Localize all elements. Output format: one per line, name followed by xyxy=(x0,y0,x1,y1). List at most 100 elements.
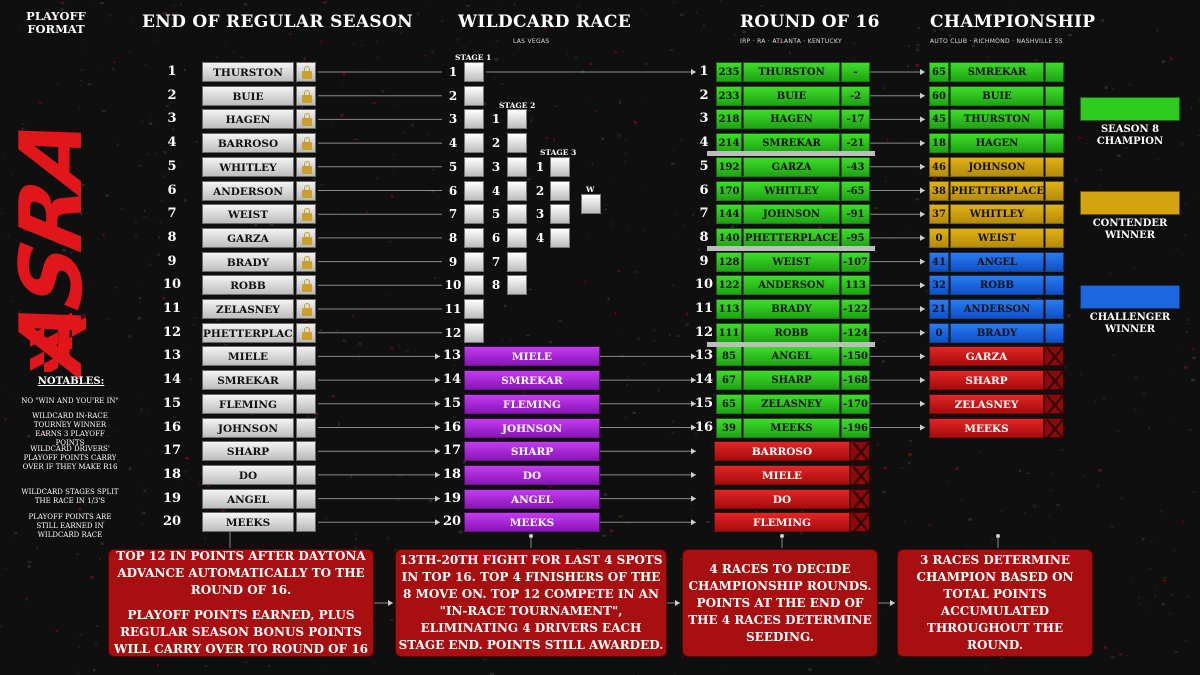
connector-round16-eliminated-arrow-icon xyxy=(920,353,925,360)
championship-points: 65 xyxy=(929,62,949,82)
stage2-slot xyxy=(507,109,527,130)
championship-driver-name: ROBB xyxy=(950,275,1044,296)
stage2-position: 5 xyxy=(491,207,501,222)
regular-position: 13 xyxy=(162,348,182,364)
connector-round16-championship-arrow-icon xyxy=(920,187,925,194)
championship-result-box xyxy=(1045,109,1064,130)
championship-result-box xyxy=(1045,322,1064,343)
round16-driver-name: HAGEN xyxy=(743,109,840,130)
round16-position: 1 xyxy=(699,64,709,79)
stage3-slot xyxy=(550,227,570,248)
stage3-position: 2 xyxy=(535,183,545,198)
round16-position: 15 xyxy=(694,395,714,411)
regular-driver-name: BARROSO xyxy=(202,133,294,154)
legend-label-line-2: WINNER xyxy=(1104,230,1156,241)
stage1-slot xyxy=(464,299,484,319)
legend-label-line-2: WINNER xyxy=(1104,324,1156,335)
championship-points: 45 xyxy=(929,109,949,130)
championship-points: 0 xyxy=(929,322,949,343)
round16-points: 233 xyxy=(716,85,742,106)
stage2-slot xyxy=(507,227,527,248)
lock-icon xyxy=(302,255,312,269)
regular-lock-box xyxy=(296,204,316,225)
stage2-slot xyxy=(507,156,527,177)
round16-eliminated-driver: DO xyxy=(714,488,850,509)
connector-round16-championship-arrow-icon xyxy=(920,140,925,147)
winner-label: W xyxy=(586,185,595,194)
legend-label: CONTENDER WINNER xyxy=(1070,218,1190,242)
round16-position: 10 xyxy=(694,277,714,293)
regular-empty-box xyxy=(296,346,316,367)
round16-gap: -150 xyxy=(841,346,870,367)
connector-round16-championship-arrow-icon xyxy=(920,329,925,336)
regular-position: 15 xyxy=(162,395,182,411)
round16-gap: -168 xyxy=(841,370,870,391)
header-wildcard: WILDCARD RACE xyxy=(458,12,631,32)
round16-driver-name: SHARP xyxy=(743,370,840,391)
regular-driver-name: SHARP xyxy=(202,441,294,462)
connector-round16-championship-arrow-icon xyxy=(920,258,925,265)
round16-points: 170 xyxy=(716,180,742,201)
wildcard-field-driver: SHARP xyxy=(464,441,600,462)
lock-icon xyxy=(302,184,312,198)
regular-lock-box xyxy=(296,133,316,154)
connector-field-round16-arrow-icon xyxy=(691,400,696,407)
round16-driver-name: WEIST xyxy=(743,251,840,272)
wildcard-field-driver: JOHNSON xyxy=(464,417,600,438)
connector-regular-field-arrow-icon xyxy=(435,424,440,431)
stage1-position: 3 xyxy=(448,112,458,127)
championship-result-box xyxy=(1045,85,1064,106)
lock-icon xyxy=(302,326,312,340)
wildcard-field-driver: MEEKS xyxy=(464,512,600,533)
stage2-slot xyxy=(507,275,527,296)
regular-driver-name: MEEKS xyxy=(202,512,294,533)
championship-points: 41 xyxy=(929,251,949,272)
round16-points: 65 xyxy=(716,393,742,414)
round16-gap: -17 xyxy=(841,109,870,130)
connector-round16-championship-arrow-icon xyxy=(920,69,925,75)
wildcard-field-driver: FLEMING xyxy=(464,393,600,414)
stage1-slot xyxy=(464,204,484,225)
championship-driver-name: WEIST xyxy=(950,227,1044,248)
regular-empty-box xyxy=(296,441,316,462)
round16-position: 4 xyxy=(699,135,709,151)
logo-title-bottom: FORMAT xyxy=(27,22,85,36)
stage1-position: 8 xyxy=(448,230,458,245)
wildcard-field-position: 14 xyxy=(442,372,462,388)
stage2-position: 4 xyxy=(491,183,501,198)
championship-points: 18 xyxy=(929,133,949,154)
regular-driver-name: BUIE xyxy=(202,85,294,106)
regular-driver-name: ZELASNEY xyxy=(202,299,294,319)
logo-title-top: PLAYOFF xyxy=(26,9,86,23)
round16-driver-name: BRADY xyxy=(743,299,840,319)
regular-lock-box xyxy=(296,322,316,343)
regular-driver-name: SMREKAR xyxy=(202,370,294,391)
round16-position: 5 xyxy=(699,158,709,174)
stage1-position: 2 xyxy=(448,88,458,103)
stage1-slot xyxy=(464,133,484,154)
round16-driver-name: WHITLEY xyxy=(743,180,840,201)
round16-driver-name: PHETTERPLACE xyxy=(743,227,840,248)
header-championship: CHAMPIONSHIP xyxy=(930,12,1096,32)
connector-box-wildcard-round16-arrow-icon xyxy=(675,600,680,606)
regular-position: 1 xyxy=(167,64,177,79)
regular-empty-box xyxy=(296,417,316,438)
stage2-label: STAGE 2 xyxy=(499,101,536,110)
eliminated-x-icon xyxy=(850,512,870,533)
championship-driver-name: ANGEL xyxy=(950,251,1044,272)
separator-top4 xyxy=(707,151,875,156)
stage2-position: 8 xyxy=(491,278,501,293)
championship-driver-name: JOHNSON xyxy=(950,156,1044,177)
stage1-slot xyxy=(464,251,484,272)
round16-points: 85 xyxy=(716,346,742,367)
round16-points: 111 xyxy=(716,322,742,343)
regular-driver-name: HAGEN xyxy=(202,109,294,130)
championship-driver-name: HAGEN xyxy=(950,133,1044,154)
stage1-slot xyxy=(464,275,484,296)
round16-driver-name: JOHNSON xyxy=(743,204,840,225)
round16-gap: -107 xyxy=(841,251,870,272)
round16-points: 128 xyxy=(716,251,742,272)
championship-points: 32 xyxy=(929,275,949,296)
round16-driver-name: BUIE xyxy=(743,85,840,106)
